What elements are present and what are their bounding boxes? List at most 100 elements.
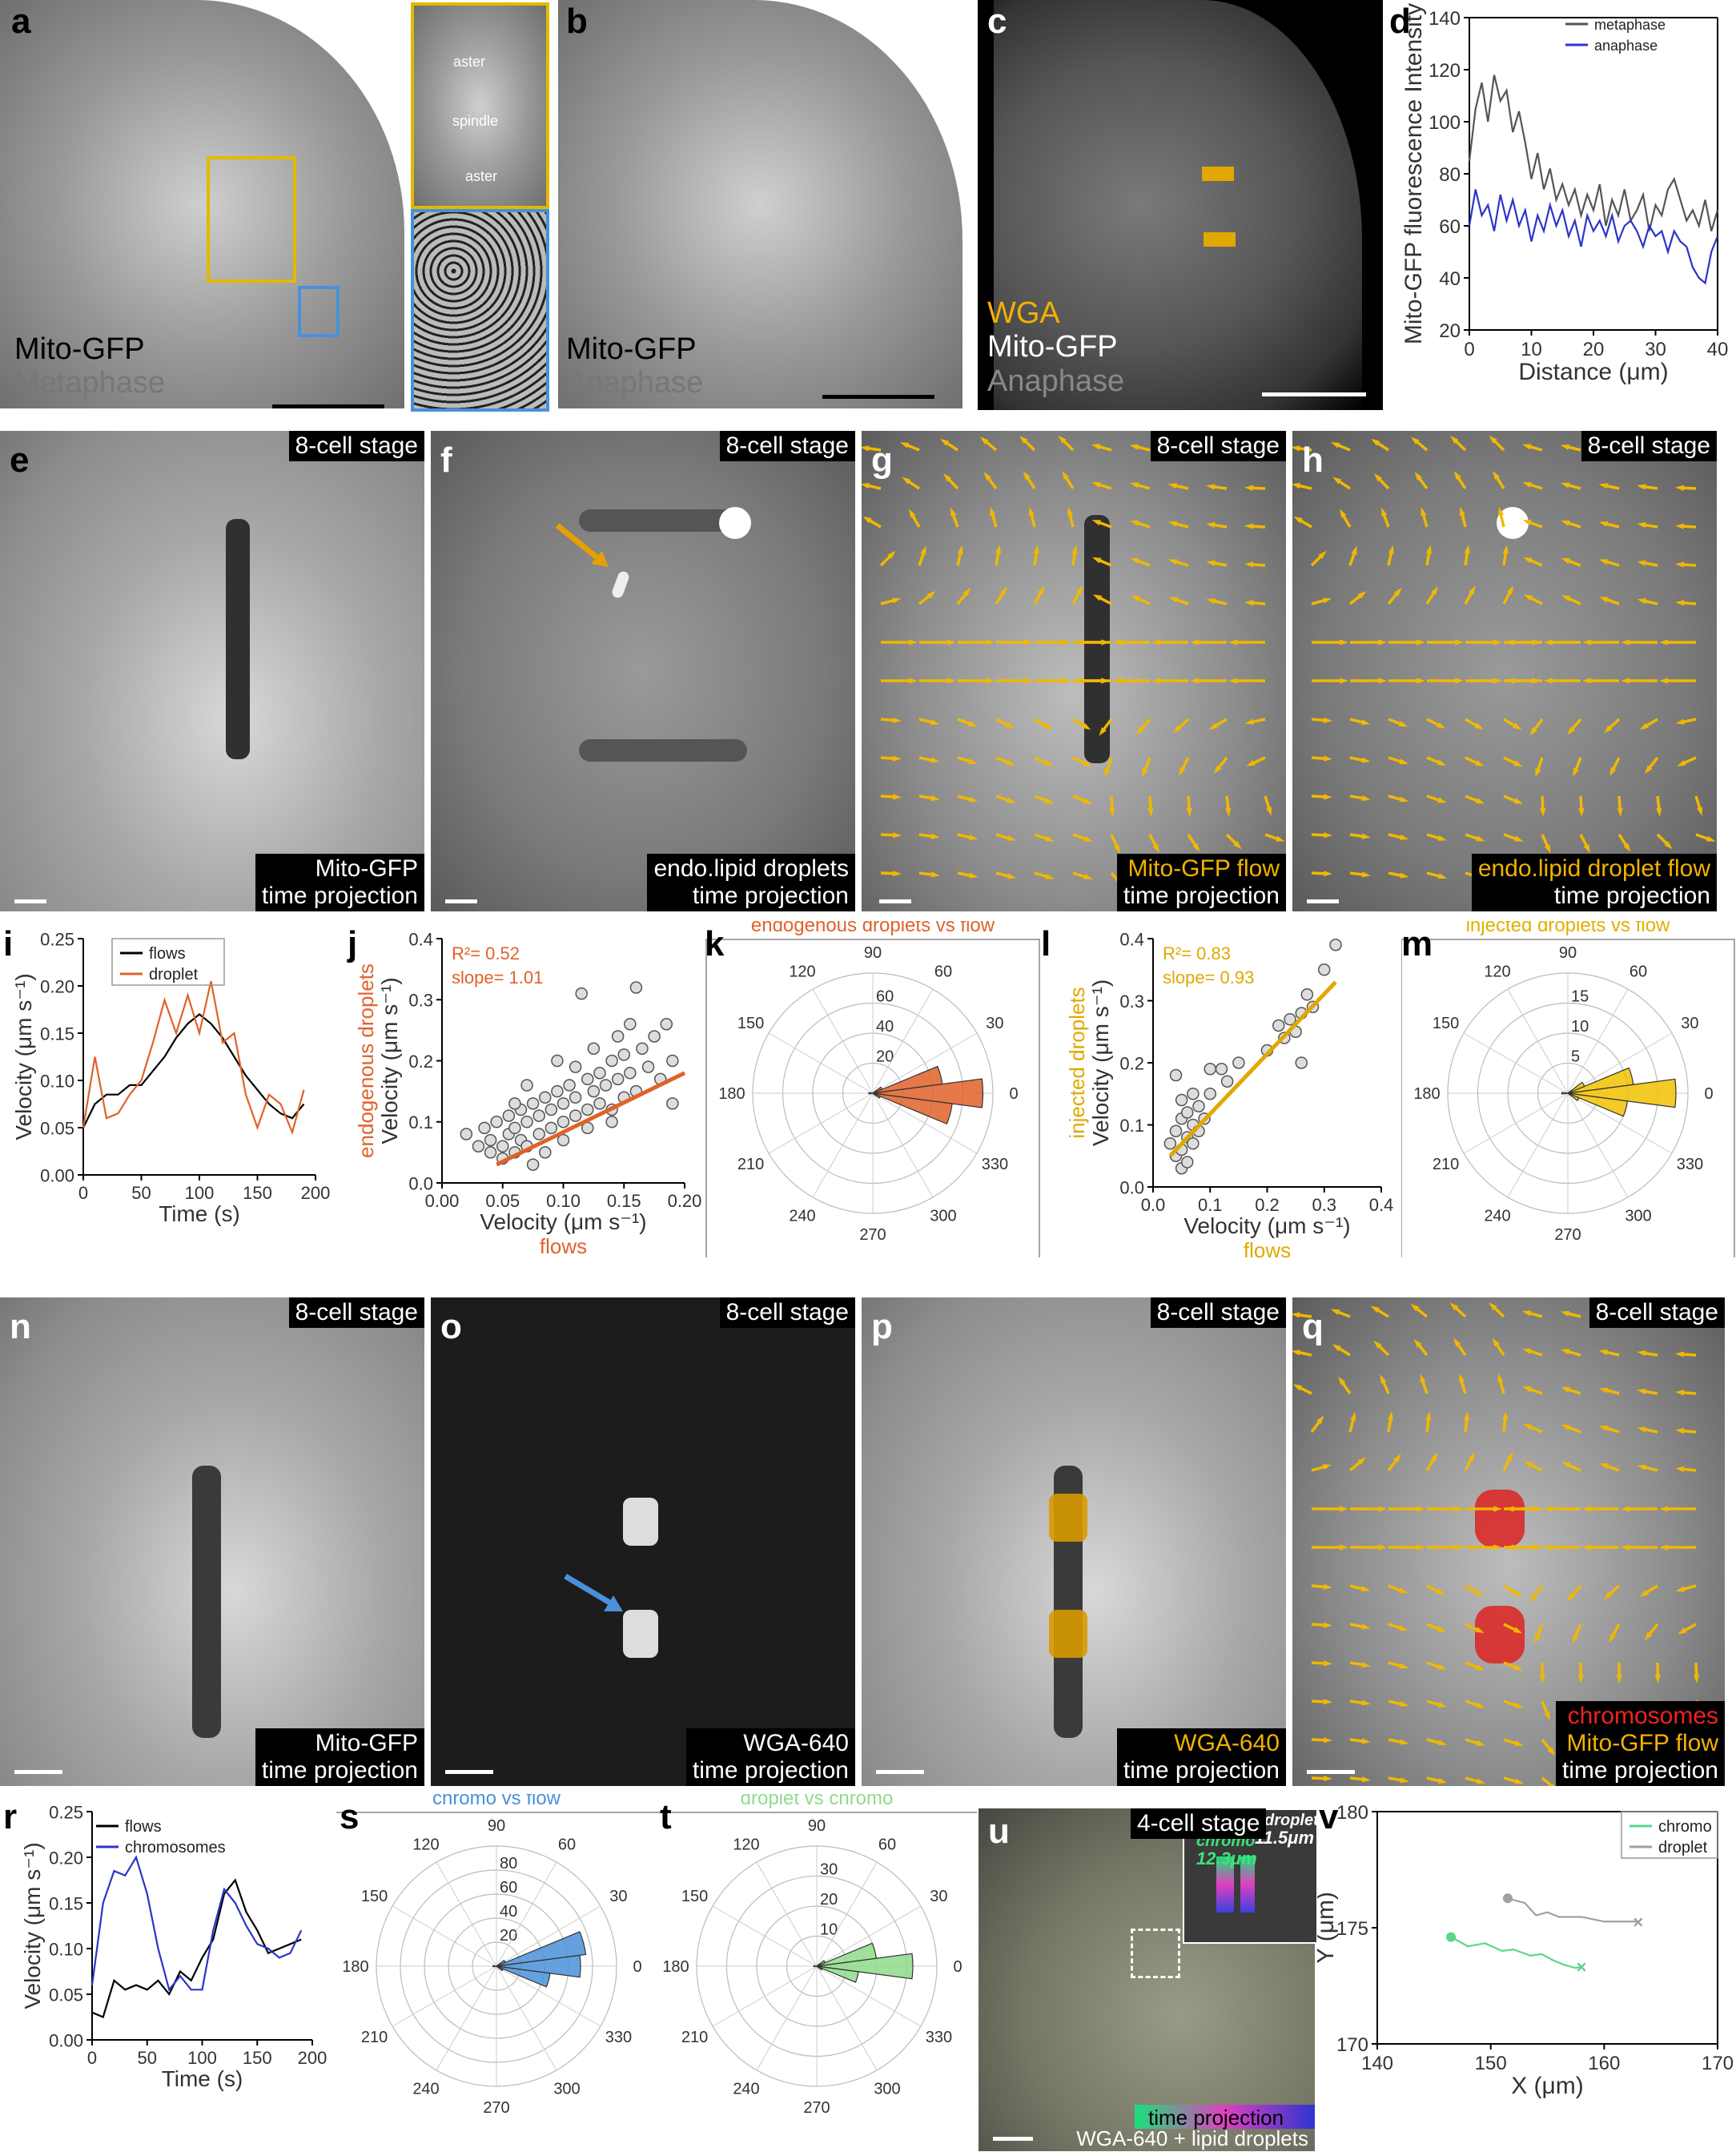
rose-r-label: 15 (1571, 988, 1589, 1006)
rose-spoke (872, 1092, 978, 1154)
inset-u: chromo 12.3μm droplet 11.5μm (1183, 1808, 1319, 1944)
scatter-point (1181, 1156, 1194, 1169)
flow-arrowhead (1338, 1376, 1346, 1386)
flow-arrowhead (1513, 1589, 1522, 1597)
x-tick-label: 140 (1361, 2053, 1393, 2074)
x-tick-label: 20 (1583, 339, 1605, 360)
x-tick-label: 40 (1707, 339, 1729, 360)
rose-spoke (392, 1965, 497, 2027)
panel-s: s chromo vs flow 20 40 60 80 90 60 30 0 330 300 270… (329, 1788, 664, 2138)
flow-arrowhead (1129, 444, 1139, 450)
flow-arrowhead (1675, 1428, 1685, 1434)
flow-arrowhead (1560, 1310, 1570, 1317)
panel-h: 8-cell stage endo.lipid droplet flow time… (1292, 431, 1717, 911)
scatter-point (557, 1116, 570, 1128)
rose-angle-label: 240 (412, 2080, 439, 2098)
flow-arrowhead (1476, 1778, 1486, 1784)
flow-arrowhead (1225, 807, 1232, 817)
panel-letter-e: e (10, 440, 30, 480)
scatter-point (460, 1128, 473, 1140)
flow-arrowhead (947, 639, 956, 646)
y-axis-label-2: injected droplets (1065, 987, 1089, 1138)
flow-arrowhead (1453, 1337, 1461, 1347)
panel-letter-t: t (660, 1797, 672, 1836)
flow-field-g (862, 435, 1286, 889)
micrograph-g (862, 431, 1286, 911)
flow-arrowhead (1417, 678, 1425, 684)
flow-arrowhead (1357, 590, 1367, 599)
flow-arrowhead (1398, 721, 1408, 727)
flow-arrowhead (1675, 600, 1685, 606)
rose-spoke (872, 1092, 934, 1198)
y-axis-label: Velocity (μm s⁻¹) (11, 973, 36, 1140)
y-tick-label: 0.15 (49, 1893, 83, 1913)
flow-arrowhead (995, 545, 1002, 554)
scale-bar-c (1262, 392, 1366, 396)
inset-box-yellow (207, 156, 296, 283)
chart-l: 0.0 0.1 0.2 0.3 0.4 0.0 0.1 0.2 0.3 0.4 Velocity (… (1065, 929, 1393, 1262)
rose-angle-label: 120 (1484, 963, 1510, 981)
y-axis-label-2: endogenous droplets (354, 963, 378, 1158)
scatter-point (557, 1133, 570, 1147)
rose-spoke (1567, 1092, 1673, 1154)
flow-arrowhead (1582, 1506, 1591, 1512)
flow-arrowhead (1469, 585, 1476, 595)
flow-arrowhead (1659, 639, 1668, 646)
flow-arrowhead (1378, 1506, 1387, 1512)
flow-arrowhead (1323, 755, 1332, 762)
scatter-point (1169, 1068, 1183, 1082)
rose-angle-label: 60 (1630, 963, 1647, 981)
flow-arrowhead (1190, 639, 1199, 646)
rose-spoke (872, 1032, 978, 1094)
panel-d: d 0 10 20 30 40 20 40 60 80 100 120 140 Distance (μm… (1389, 0, 1736, 410)
rose-spoke (496, 1965, 557, 2071)
flow-arrowhead (1192, 843, 1200, 852)
flow-arrowhead (1455, 1544, 1464, 1551)
flow-arrowhead (1092, 594, 1103, 601)
scatter-point (1175, 1093, 1188, 1107)
chromosome-top (1475, 1490, 1525, 1547)
scatter-point (508, 1097, 521, 1110)
rose-spoke (872, 988, 934, 1094)
panel-r: r 0 50 100 150 200 0.00 0.05 0.10 0.15 0.20 0.25 Ti… (0, 1794, 336, 2130)
flow-arrowhead (1431, 585, 1438, 596)
flow-arrowhead (1455, 1506, 1464, 1512)
rose-angle-label: 90 (864, 944, 882, 962)
y-tick-label: 0.10 (49, 1939, 83, 1959)
flow-arrowhead (1350, 1411, 1356, 1422)
flow-arrowhead (1475, 1627, 1485, 1634)
flow-arrowhead (990, 507, 996, 517)
panel-g: 8-cell stage Mito-GFP flow time projectio… (862, 431, 1286, 911)
arrow-o (564, 1573, 623, 1611)
rose-spoke (1567, 1032, 1673, 1094)
y-tick-label: 0.1 (408, 1112, 433, 1132)
panel-b: Mito-GFP Anaphase b (558, 0, 962, 408)
flow-arrowhead (1523, 594, 1533, 601)
flow-arrowhead (1529, 1593, 1537, 1603)
flow-arrowhead (1244, 718, 1254, 725)
flow-arrowhead (1378, 639, 1387, 646)
flow-arrowhead (1410, 1303, 1420, 1312)
flow-arrowhead (1675, 561, 1685, 568)
flow-arrowhead (1497, 1373, 1504, 1383)
panel-e: 8-cell stage Mito-GFP time projection e (0, 431, 424, 911)
flow-arrowhead (967, 721, 978, 727)
y-tick-label: 0.3 (1119, 992, 1144, 1012)
rose-spoke (436, 1965, 497, 2071)
scatter-point (1215, 1063, 1228, 1076)
flow-arrowhead (1617, 807, 1623, 817)
flow-arrowhead (1560, 444, 1570, 450)
rose-angle-label: 150 (681, 1888, 708, 1905)
micrograph-b (558, 0, 962, 408)
series-line-flows (82, 1012, 305, 1128)
flow-arrowhead (1664, 841, 1673, 850)
scatter-point (1284, 1013, 1296, 1026)
panel-letter-r: r (3, 1797, 18, 1836)
flow-arrowhead (1514, 1740, 1524, 1746)
flow-arrowhead (1063, 678, 1071, 684)
scatter-point (539, 1091, 552, 1104)
panel-u: chromo 12.3μm droplet 11.5μm 4-cell stag… (979, 1808, 1319, 2151)
flow-arrowhead (1322, 1464, 1332, 1470)
flow-arrowhead (1493, 1506, 1502, 1512)
flow-arrowhead (1502, 545, 1509, 554)
